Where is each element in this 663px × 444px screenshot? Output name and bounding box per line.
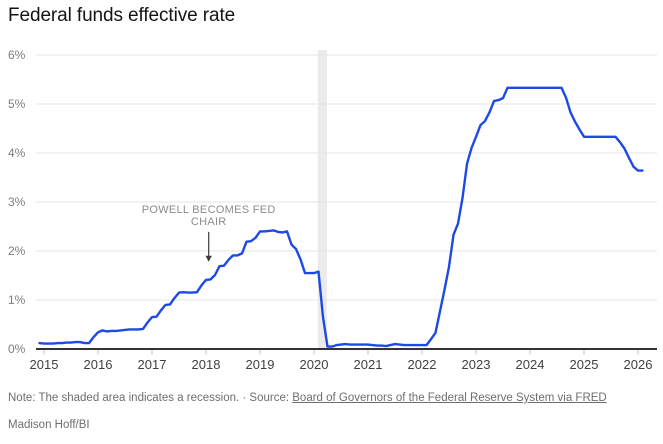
chart-title: Federal funds effective rate [8, 5, 236, 26]
recession-band [317, 50, 327, 349]
x-tick-label: 2020 [300, 357, 329, 372]
x-tick-label: 2018 [192, 357, 221, 372]
y-tick-label: 6% [8, 48, 26, 62]
y-tick-label: 3% [8, 195, 26, 209]
x-tick-label: 2016 [84, 357, 113, 372]
line-chart: 0% 1% 2% 3% 4% 5% 6% 2015 2016 2017 2018 2019 2020 20… [8, 48, 657, 372]
byline: Madison Hoff/BI [8, 419, 90, 431]
y-tick-label: 5% [8, 97, 26, 111]
x-tick-label: 2017 [138, 357, 167, 372]
annotation-text-line1: POWELL BECOMES FED [142, 204, 276, 216]
annotation-arrowhead-icon [205, 255, 212, 262]
chart-note: Note: The shaded area indicates a recess… [8, 392, 607, 404]
annotation-text-line2: CHAIR [191, 216, 227, 228]
x-tick-label: 2021 [354, 357, 383, 372]
y-tick-label: 1% [8, 293, 26, 307]
rate-line [38, 86, 644, 348]
x-tick-label: 2019 [246, 357, 275, 372]
x-tick-label: 2026 [624, 357, 653, 372]
x-tick-label: 2023 [462, 357, 491, 372]
source-link[interactable]: Board of Governors of the Federal Reserv… [292, 392, 607, 404]
x-tick-label: 2024 [516, 357, 545, 372]
x-tick-label: 2015 [30, 357, 59, 372]
x-tick-label: 2022 [408, 357, 437, 372]
note-text: Note: The shaded area indicates a recess… [8, 392, 293, 404]
y-tick-label: 4% [8, 146, 26, 160]
x-tick-label: 2025 [570, 357, 599, 372]
y-tick-label: 0% [8, 342, 26, 356]
y-tick-label: 2% [8, 244, 26, 258]
